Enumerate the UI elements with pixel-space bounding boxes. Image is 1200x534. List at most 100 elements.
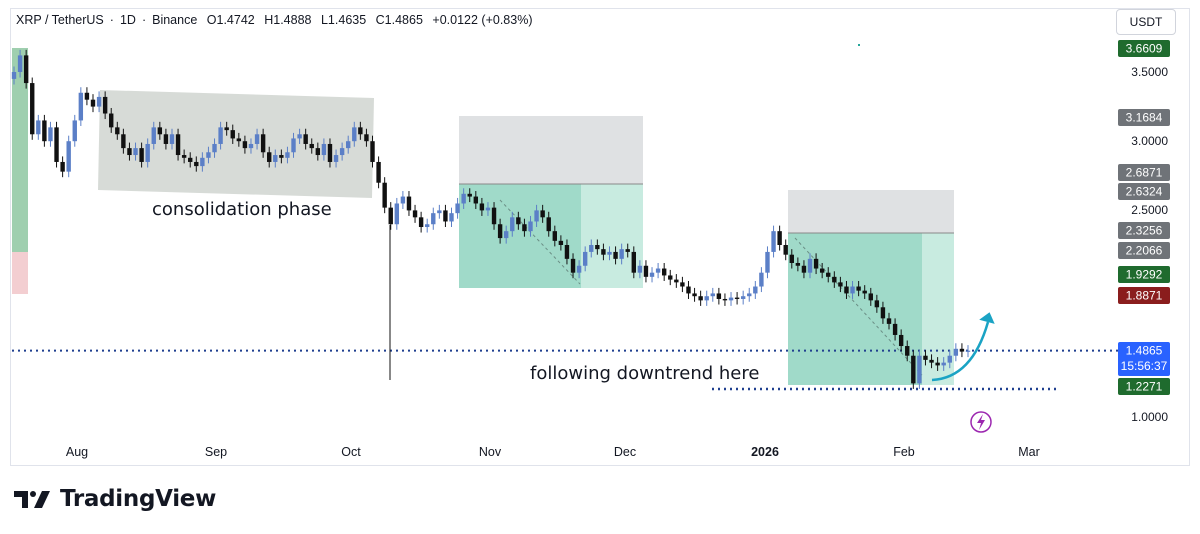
candle-body <box>485 207 491 211</box>
candle-body <box>473 196 479 204</box>
candle-body <box>260 134 266 153</box>
change-value: +0.0122 (+0.83%) <box>432 13 533 27</box>
candle-body <box>424 224 430 228</box>
candle-body <box>607 251 612 255</box>
price-label: 1.2271 <box>1126 380 1163 394</box>
candle-body <box>540 210 545 218</box>
candle-body <box>206 152 211 158</box>
range-bar-up <box>12 48 28 252</box>
rebound-arrowhead <box>979 312 995 324</box>
currency-button[interactable]: USDT <box>1116 9 1176 35</box>
lightning-bolt <box>977 414 985 430</box>
open-value: O1.4742 <box>206 13 255 27</box>
exchange: Binance <box>152 13 198 27</box>
price-label-box <box>1118 287 1170 304</box>
candle-body <box>133 148 138 156</box>
price-label-box <box>1118 266 1170 283</box>
candle-body <box>522 224 527 232</box>
candle-body <box>783 245 788 255</box>
candle-body <box>327 143 333 162</box>
candle-body <box>807 258 813 273</box>
x-tick-label: Oct <box>341 445 361 459</box>
price-label-box <box>1118 342 1170 376</box>
candle-body <box>333 155 339 162</box>
y-tick-label: 2.5000 <box>1131 203 1168 217</box>
candle-body <box>248 143 254 149</box>
candle-body <box>528 221 533 232</box>
candle-body <box>826 272 831 277</box>
candle-body <box>449 213 454 222</box>
candle-body <box>819 268 825 273</box>
candle-body <box>188 157 193 162</box>
candle-body <box>704 296 709 301</box>
tradingview-brand[interactable]: TradingView <box>12 486 216 512</box>
price-label-box <box>1118 183 1170 200</box>
candle-body <box>613 251 618 259</box>
candle-body <box>151 127 156 144</box>
candle-body <box>364 134 369 142</box>
candle-body <box>84 92 90 100</box>
candle-body <box>66 141 71 172</box>
candle-body <box>716 293 722 299</box>
candle-body <box>947 355 952 363</box>
target-zone-1 <box>459 116 643 184</box>
price-label: 2.2066 <box>1126 244 1163 258</box>
candle-body <box>212 143 217 153</box>
candle-body <box>42 120 47 142</box>
lightning-icon[interactable] <box>970 411 992 433</box>
candle-body <box>546 217 551 232</box>
x-tick-label: Sep <box>205 445 227 459</box>
candle-body <box>418 217 424 228</box>
candle-body <box>795 262 801 266</box>
candle-body <box>109 113 114 128</box>
range-bar-down <box>12 252 28 294</box>
candle-body <box>570 258 576 273</box>
candle-body <box>437 210 442 214</box>
candle-body <box>534 210 539 222</box>
price-label-box <box>1118 222 1170 239</box>
candle-body <box>850 286 855 294</box>
candle-body <box>923 355 928 360</box>
x-tick-label: 2026 <box>751 445 779 459</box>
candle-body <box>455 203 460 214</box>
symbol-name[interactable]: XRP / TetherUS <box>16 13 104 27</box>
candle-body <box>17 55 23 72</box>
brand-name: TradingView <box>60 486 217 512</box>
candle-body <box>175 134 181 156</box>
candle-body <box>181 155 187 158</box>
candle-body <box>230 130 235 139</box>
candle-body <box>467 193 472 197</box>
interval[interactable]: 1D <box>119 13 136 27</box>
candle-body <box>382 182 387 208</box>
candle-body <box>959 348 965 352</box>
candle-body <box>674 279 679 283</box>
candle-body <box>358 127 363 135</box>
low-value: L1.4635 <box>320 13 367 27</box>
candle-body <box>558 240 564 245</box>
candle-body <box>655 268 661 273</box>
candle-body <box>497 224 503 239</box>
target-zone-2 <box>788 190 954 233</box>
candle-body <box>236 138 242 142</box>
candle-body <box>765 251 770 273</box>
candle-body <box>801 265 807 273</box>
trend-guide-1 <box>499 199 581 285</box>
candle-body <box>686 286 691 294</box>
candle-body <box>127 148 132 156</box>
candle-body <box>394 203 400 225</box>
candle-body <box>722 298 728 301</box>
candle-body <box>388 207 393 225</box>
top-marker <box>858 44 860 46</box>
price-label: 1.4865 <box>1126 344 1163 358</box>
candle-body <box>552 231 558 241</box>
candle-body <box>11 72 17 79</box>
price-label-box <box>1118 164 1170 181</box>
candle-body <box>218 127 223 144</box>
candle-body <box>747 293 752 297</box>
candle-body <box>115 127 120 135</box>
candle-body <box>60 161 65 172</box>
close-value: C1.4865 <box>375 13 423 27</box>
candle-body <box>273 155 278 162</box>
candle-body <box>734 297 740 299</box>
